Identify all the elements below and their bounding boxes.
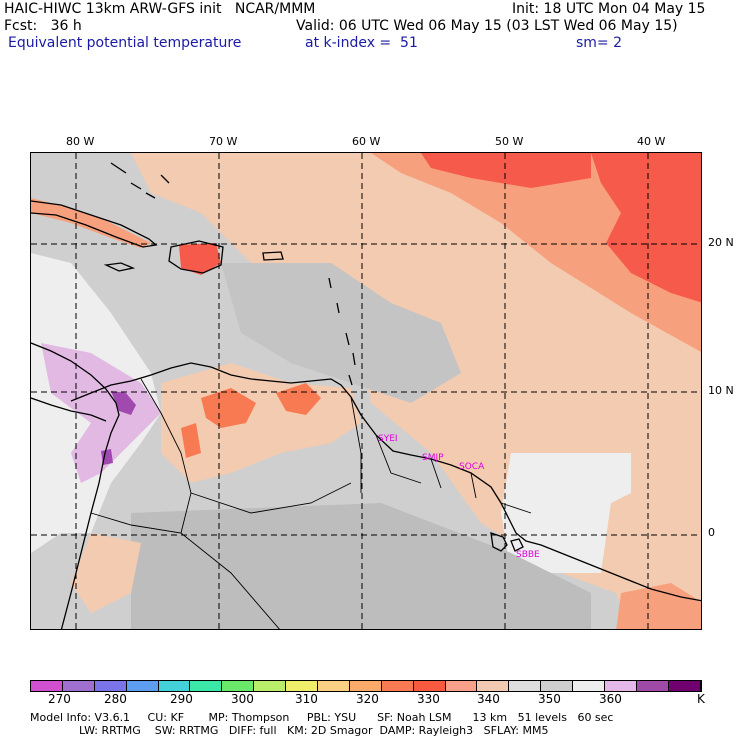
- lon-label-60w: 60 W: [352, 135, 381, 148]
- lon-label-40w: 40 W: [637, 135, 666, 148]
- colorbar-swatch: [31, 681, 63, 691]
- colorbar-swatch: [509, 681, 542, 691]
- valid-time: Valid: 06 UTC Wed 06 May 15 (03 LST Wed …: [296, 18, 678, 34]
- lon-label-50w: 50 W: [495, 135, 524, 148]
- theta-e-map: SYEI SMJP SOCA SBBE: [30, 152, 702, 630]
- colorbar: [30, 680, 702, 692]
- colorbar-swatch: [477, 681, 510, 691]
- colorbar-tick-350: 350: [538, 692, 561, 706]
- colorbar-swatch: [668, 681, 701, 691]
- colorbar-unit: K: [697, 692, 705, 706]
- warm-hot-region: [591, 153, 701, 303]
- model-title: HAIC-HIWC 13km ARW-GFS init NCAR/MMM: [4, 1, 316, 17]
- lesser-antilles: [328, 277, 356, 386]
- colorbar-tick-280: 280: [104, 692, 127, 706]
- amazon-delta: [490, 532, 524, 552]
- colorbar-tick-330: 330: [417, 692, 440, 706]
- lat-lon-grid: [31, 153, 701, 629]
- colorbar-swatch: [158, 681, 191, 691]
- colorbar-swatch: [349, 681, 382, 691]
- colorbar-swatch: [381, 681, 414, 691]
- lat-label-10n: 10 N: [708, 384, 734, 397]
- colorbar-swatch: [573, 681, 606, 691]
- colorbar-tick-320: 320: [356, 692, 379, 706]
- smoothing-setting: sm= 2: [576, 35, 623, 51]
- level-index: at k-index = 51: [305, 35, 418, 51]
- colorbar-swatch: [636, 681, 669, 691]
- station-label-sbbe: SBBE: [516, 550, 540, 560]
- colorbar-swatch: [126, 681, 159, 691]
- land-hot-region-3: [181, 423, 201, 458]
- init-time: Init: 18 UTC Mon 04 May 15: [512, 1, 706, 17]
- colorbar-swatch: [254, 681, 287, 691]
- station-label-syei: SYEI: [378, 434, 398, 444]
- panama-coast: [31, 397, 107, 422]
- colorbar-swatch: [605, 681, 637, 691]
- warm-hot-strip: [421, 153, 591, 188]
- land-hot-region-2: [276, 383, 321, 415]
- colorbar-swatch: [413, 681, 446, 691]
- colorbar-tick-300: 300: [231, 692, 254, 706]
- coastlines: [31, 162, 701, 629]
- model-info-line2: LW: RRTMG SW: RRTMG DIFF: full KM: 2D Sm…: [30, 724, 549, 737]
- colorbar-swatch: [190, 681, 223, 691]
- cuba-warm: [31, 198, 151, 248]
- colorbar-tick-310: 310: [295, 692, 318, 706]
- colorbar-swatch: [222, 681, 255, 691]
- jamaica-coastline: [103, 262, 136, 272]
- field-name: Equivalent potential temperature: [8, 35, 242, 51]
- hispaniola-hot: [179, 243, 221, 275]
- model-info-line1: Model Info: V3.6.1 CU: KF MP: Thompson P…: [30, 711, 614, 724]
- bahamas-coastline: [110, 162, 170, 199]
- colorbar-tick-360: 360: [599, 692, 622, 706]
- violet-region: [111, 391, 136, 415]
- cuba-coastline: [31, 200, 158, 248]
- lon-label-70w: 70 W: [209, 135, 238, 148]
- hispaniola-coastline: [168, 240, 224, 274]
- gray-ocean-region: [221, 263, 461, 403]
- colorbar-swatch: [62, 681, 95, 691]
- lat-label-20n: 20 N: [708, 236, 734, 249]
- central-america-coastline: [31, 342, 120, 629]
- lon-label-80w: 80 W: [66, 135, 95, 148]
- colorbar-tick-340: 340: [477, 692, 500, 706]
- colorbar-swatch: [94, 681, 127, 691]
- lilac-region: [41, 343, 161, 483]
- forecast-hour: Fcst: 36 h: [4, 18, 82, 34]
- colorbar-tick-290: 290: [170, 692, 193, 706]
- station-label-smjp: SMJP: [422, 453, 444, 463]
- map-canvas: SYEI SMJP SOCA SBBE: [31, 153, 701, 629]
- colorbar-swatch: [541, 681, 574, 691]
- colorbar-swatch: [286, 681, 319, 691]
- amazon-warm-patch: [71, 533, 141, 613]
- colorbar-swatch: [318, 681, 350, 691]
- country-borders: [90, 378, 532, 629]
- colorbar-swatch: [445, 681, 478, 691]
- colorbar-tick-270: 270: [48, 692, 71, 706]
- lat-label-0: 0: [708, 526, 715, 539]
- land-hot-region: [201, 388, 256, 428]
- south-warm-patch: [616, 583, 701, 629]
- station-label-soca: SOCA: [459, 462, 485, 472]
- puerto-rico-coastline: [262, 251, 284, 261]
